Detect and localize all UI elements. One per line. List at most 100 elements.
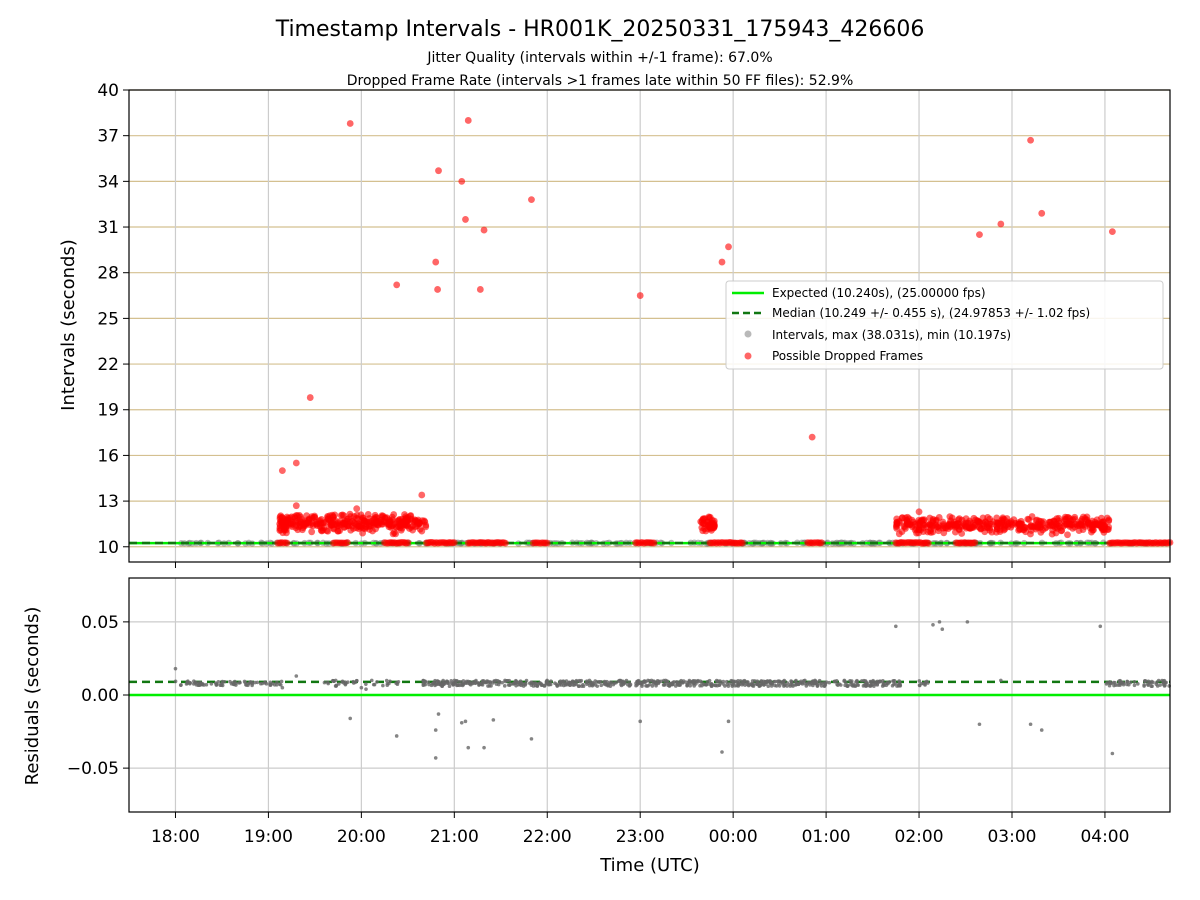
residual-point bbox=[881, 682, 886, 687]
dropped-frame-point bbox=[418, 491, 426, 499]
dropped-frame-point bbox=[946, 513, 954, 521]
top-ylabel: Intervals (seconds) bbox=[58, 239, 79, 411]
dropped-frame-point bbox=[993, 525, 1001, 533]
residual-point bbox=[1104, 682, 1109, 686]
residual-point bbox=[1162, 678, 1167, 683]
dropped-frame-point bbox=[898, 528, 906, 535]
dropped-frame-point bbox=[913, 525, 920, 533]
residual-point bbox=[1156, 678, 1161, 683]
residual-point bbox=[1125, 682, 1129, 687]
residual-point bbox=[619, 682, 623, 687]
residual-point bbox=[326, 681, 331, 686]
dropped-frame-point bbox=[334, 527, 342, 535]
dropped-frame-point bbox=[929, 528, 937, 536]
residual-point bbox=[1121, 682, 1126, 687]
residual-point bbox=[937, 620, 942, 624]
top-ytick-label: 40 bbox=[97, 81, 119, 101]
residual-point bbox=[593, 683, 598, 687]
residual-point bbox=[359, 685, 364, 690]
dropped-frame-point bbox=[1045, 521, 1053, 529]
dropped-frame-point bbox=[958, 523, 966, 530]
dropped-frame-point bbox=[435, 167, 442, 175]
bottom-ytick-label: 0.05 bbox=[81, 613, 119, 633]
residual-point bbox=[704, 682, 708, 687]
dropped-frame-point bbox=[350, 525, 357, 532]
residual-point bbox=[455, 683, 459, 688]
residual-point bbox=[1039, 728, 1044, 732]
residual-point bbox=[1155, 684, 1160, 688]
dropped-frame-point bbox=[432, 258, 440, 266]
residual-point bbox=[707, 678, 712, 683]
dropped-frame-point bbox=[292, 459, 300, 467]
residual-point bbox=[263, 681, 267, 685]
residual-point bbox=[436, 712, 441, 716]
dropped-frame-point bbox=[353, 505, 361, 513]
residual-point bbox=[789, 679, 793, 683]
residual-point bbox=[544, 679, 549, 684]
residual-point bbox=[827, 680, 832, 685]
residual-point bbox=[384, 678, 389, 683]
residual-point bbox=[768, 680, 772, 685]
dropped-frame-point bbox=[1089, 526, 1097, 534]
residual-point bbox=[387, 681, 391, 686]
dropped-frame-point bbox=[303, 512, 311, 520]
dropped-frame-point bbox=[392, 530, 400, 538]
residual-point bbox=[593, 679, 598, 683]
dropped-frame-point bbox=[325, 515, 332, 523]
residual-point bbox=[179, 683, 183, 687]
dropped-frame-point bbox=[434, 286, 441, 293]
dropped-frame-point bbox=[702, 527, 710, 535]
residual-point bbox=[668, 682, 673, 687]
dropped-frame-point bbox=[924, 539, 932, 547]
bottom-xtick-label: 00:00 bbox=[709, 827, 758, 847]
residual-point bbox=[599, 683, 604, 688]
residual-point bbox=[555, 684, 560, 688]
residual-point bbox=[709, 684, 714, 688]
bottom-xtick-label: 04:00 bbox=[1080, 827, 1129, 847]
residual-point bbox=[518, 682, 522, 687]
bottom-xtick-label: 22:00 bbox=[523, 827, 572, 847]
dropped-frame-point bbox=[893, 518, 901, 526]
residual-point bbox=[482, 745, 486, 750]
residual-point bbox=[196, 683, 201, 687]
residual-point bbox=[917, 679, 922, 683]
residual-point bbox=[204, 682, 209, 687]
bottom-xtick-label: 03:00 bbox=[987, 827, 1036, 847]
dropped-frame-point bbox=[414, 518, 421, 525]
top-plot-frame bbox=[128, 89, 1171, 563]
dropped-frame-point bbox=[974, 518, 982, 526]
residual-point bbox=[491, 718, 496, 722]
residual-point bbox=[553, 681, 557, 686]
residual-point bbox=[897, 679, 901, 683]
residual-point bbox=[446, 681, 451, 685]
residual-point bbox=[698, 683, 702, 688]
dropped-frame-point bbox=[1007, 518, 1015, 526]
residual-point bbox=[348, 716, 353, 721]
residual-point bbox=[279, 679, 284, 684]
bottom-xtick-label: 20:00 bbox=[337, 827, 386, 847]
legend-label-median: Median (10.249 +/- 0.455 s), (24.97853 +… bbox=[772, 306, 1090, 320]
residual-point bbox=[220, 679, 225, 684]
residual-point bbox=[489, 684, 493, 688]
residual-point bbox=[1132, 683, 1137, 688]
dropped-frame-point bbox=[315, 518, 323, 525]
residual-point bbox=[894, 624, 898, 629]
dropped-frame-point bbox=[708, 522, 716, 530]
residual-point bbox=[763, 682, 768, 686]
dropped-frame-point bbox=[418, 527, 426, 535]
residual-point bbox=[173, 679, 178, 684]
top-plot-panel: 10 13 16 19 22 25 28 31 34 37 40 bbox=[97, 81, 1174, 568]
residual-point bbox=[533, 681, 537, 685]
residual-point bbox=[524, 678, 529, 683]
residual-point bbox=[364, 687, 368, 691]
residual-point bbox=[433, 756, 438, 760]
dropped-frame-point bbox=[462, 216, 469, 223]
residual-point bbox=[549, 679, 553, 683]
residual-point bbox=[578, 679, 582, 684]
residual-point bbox=[923, 680, 928, 685]
residual-point bbox=[775, 679, 780, 684]
dropped-frame-point bbox=[929, 517, 937, 524]
residual-point bbox=[885, 681, 889, 686]
residual-point bbox=[1146, 679, 1151, 684]
